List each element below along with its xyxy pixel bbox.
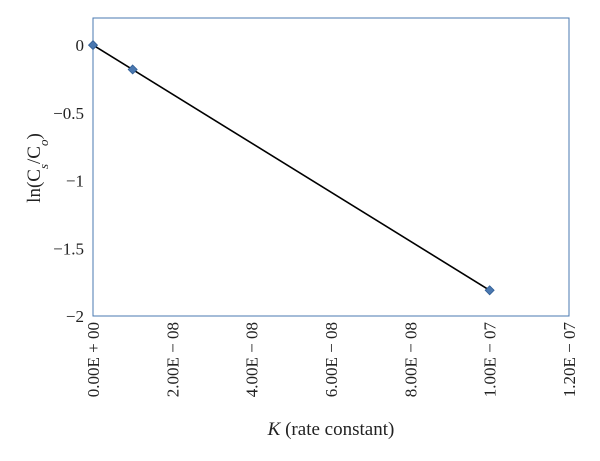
plot-frame [92,17,570,317]
trendline [92,44,491,291]
y-tick-label: −2 [66,307,84,326]
x-axis-label: (rate constant) [285,419,394,440]
y-axis-title: ln(Cs/Co) [24,133,51,203]
y-tick-labels: 0 −0.5 −1 −1.5 −2 [53,36,84,326]
x-tick-label: 6.00E − 08 [322,322,341,397]
y-tick-label: 0 [76,36,85,55]
x-tick-label: 1.00E − 07 [481,322,500,398]
data-points [87,40,495,296]
x-axis-symbol: K [267,419,282,440]
x-tick-label: 8.00E − 08 [401,322,420,397]
x-axis-title: K (rate constant) [267,419,395,440]
x-tick-label: 1.20E − 07 [560,322,579,398]
x-tick-label: 2.00E − 08 [163,322,182,397]
data-point [484,285,495,296]
y-tick-label: −0.5 [53,104,84,123]
y-tick-label: −1 [66,172,84,191]
data-point [127,64,138,75]
x-tick-labels: 0.00E + 00 2.00E − 08 4.00E − 08 6.00E − 08… [84,322,579,398]
x-tick-label: 0.00E + 00 [84,322,103,397]
x-tick-label: 4.00E − 08 [243,322,262,397]
data-point [87,40,99,51]
y-tick-label: −1.5 [53,239,84,258]
